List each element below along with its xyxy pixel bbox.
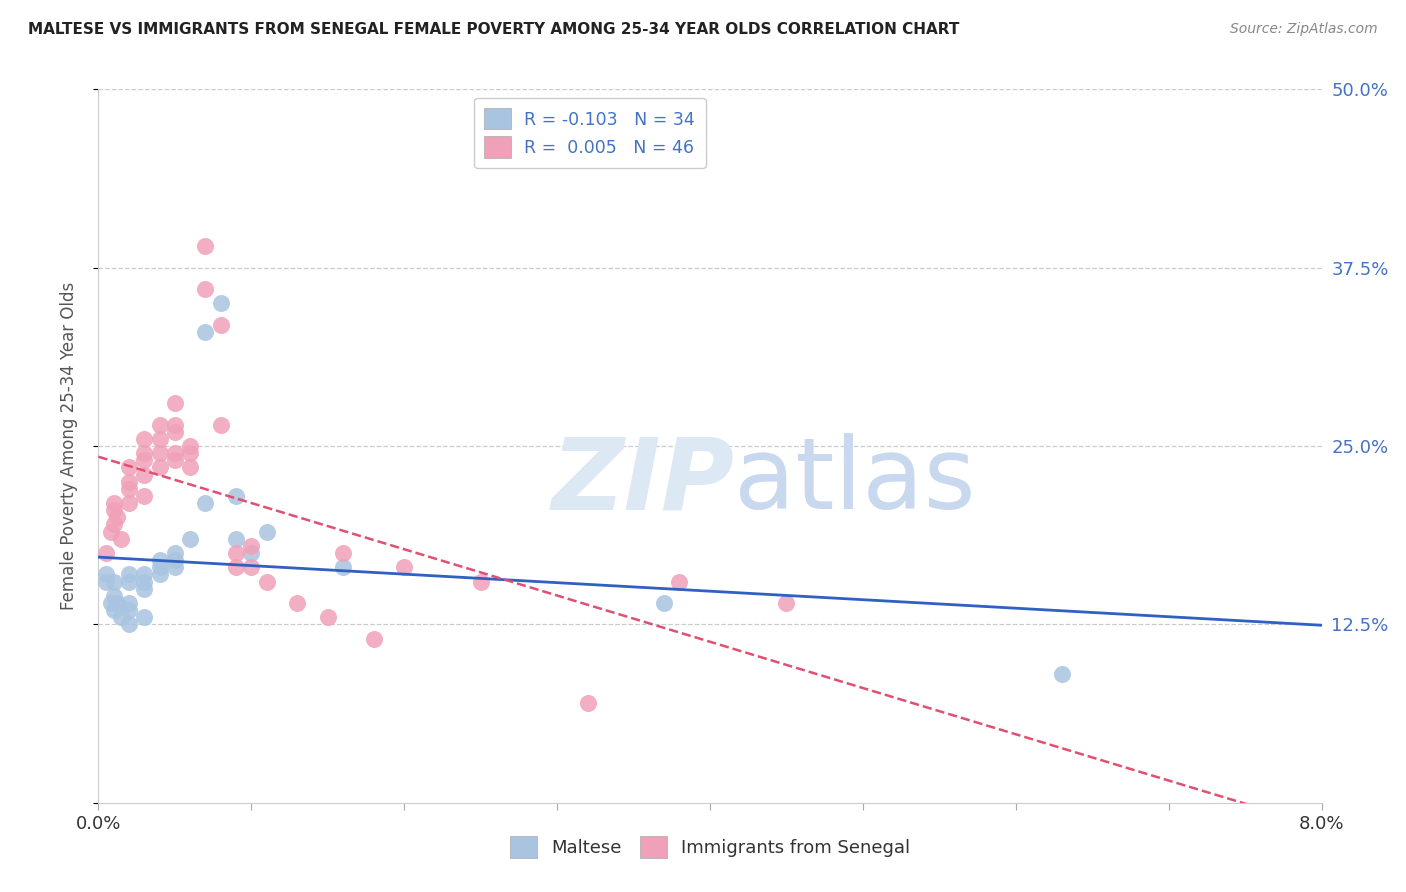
Point	[285, 596, 308, 610]
Point	[209, 417, 232, 432]
Point	[103, 603, 125, 617]
Y-axis label: Female Poverty Among 25-34 Year Olds: Female Poverty Among 25-34 Year Olds	[59, 282, 77, 610]
Point	[163, 453, 186, 467]
Point	[100, 524, 122, 539]
Point	[225, 489, 247, 503]
Point	[209, 296, 232, 310]
Point	[149, 567, 172, 582]
Point	[149, 446, 172, 460]
Point	[163, 546, 186, 560]
Point	[134, 467, 156, 482]
Point	[134, 567, 156, 582]
Text: atlas: atlas	[734, 434, 976, 530]
Point	[163, 553, 186, 567]
Text: ZIP: ZIP	[551, 434, 734, 530]
Point	[163, 446, 186, 460]
Point	[316, 610, 339, 624]
Point	[256, 574, 278, 589]
Point	[118, 603, 141, 617]
Point	[103, 517, 125, 532]
Point	[118, 475, 141, 489]
Point	[179, 460, 201, 475]
Point	[149, 432, 172, 446]
Point	[134, 453, 156, 467]
Text: MALTESE VS IMMIGRANTS FROM SENEGAL FEMALE POVERTY AMONG 25-34 YEAR OLDS CORRELAT: MALTESE VS IMMIGRANTS FROM SENEGAL FEMAL…	[28, 22, 959, 37]
Point	[668, 574, 690, 589]
Point	[332, 546, 354, 560]
Point	[134, 610, 156, 624]
Point	[179, 532, 201, 546]
Point	[363, 632, 385, 646]
Point	[225, 532, 247, 546]
Point	[179, 439, 201, 453]
Point	[194, 496, 217, 510]
Point	[194, 282, 217, 296]
Point	[240, 539, 263, 553]
Point	[94, 567, 117, 582]
Point	[100, 596, 122, 610]
Point	[110, 532, 132, 546]
Point	[225, 560, 247, 574]
Point	[149, 553, 172, 567]
Point	[225, 546, 247, 560]
Point	[652, 596, 675, 610]
Point	[105, 596, 128, 610]
Point	[118, 460, 141, 475]
Point	[134, 446, 156, 460]
Point	[163, 425, 186, 439]
Point	[775, 596, 797, 610]
Point	[149, 417, 172, 432]
Point	[194, 325, 217, 339]
Point	[149, 560, 172, 574]
Legend: Maltese, Immigrants from Senegal: Maltese, Immigrants from Senegal	[502, 829, 918, 865]
Point	[240, 560, 263, 574]
Point	[118, 567, 141, 582]
Point	[256, 524, 278, 539]
Point	[118, 482, 141, 496]
Point	[103, 574, 125, 589]
Point	[118, 496, 141, 510]
Point	[194, 239, 217, 253]
Point	[118, 574, 141, 589]
Point	[392, 560, 416, 574]
Point	[576, 696, 599, 710]
Point	[103, 503, 125, 517]
Point	[240, 546, 263, 560]
Point	[163, 396, 186, 410]
Point	[163, 560, 186, 574]
Point	[149, 460, 172, 475]
Point	[94, 574, 117, 589]
Point	[103, 589, 125, 603]
Point	[134, 574, 156, 589]
Point	[118, 617, 141, 632]
Point	[1050, 667, 1073, 681]
Point	[134, 489, 156, 503]
Point	[332, 560, 354, 574]
Point	[470, 574, 492, 589]
Point	[105, 510, 128, 524]
Point	[179, 446, 201, 460]
Point	[134, 432, 156, 446]
Point	[209, 318, 232, 332]
Point	[110, 610, 132, 624]
Point	[134, 582, 156, 596]
Point	[118, 596, 141, 610]
Point	[94, 546, 117, 560]
Point	[163, 417, 186, 432]
Text: Source: ZipAtlas.com: Source: ZipAtlas.com	[1230, 22, 1378, 37]
Point	[103, 496, 125, 510]
